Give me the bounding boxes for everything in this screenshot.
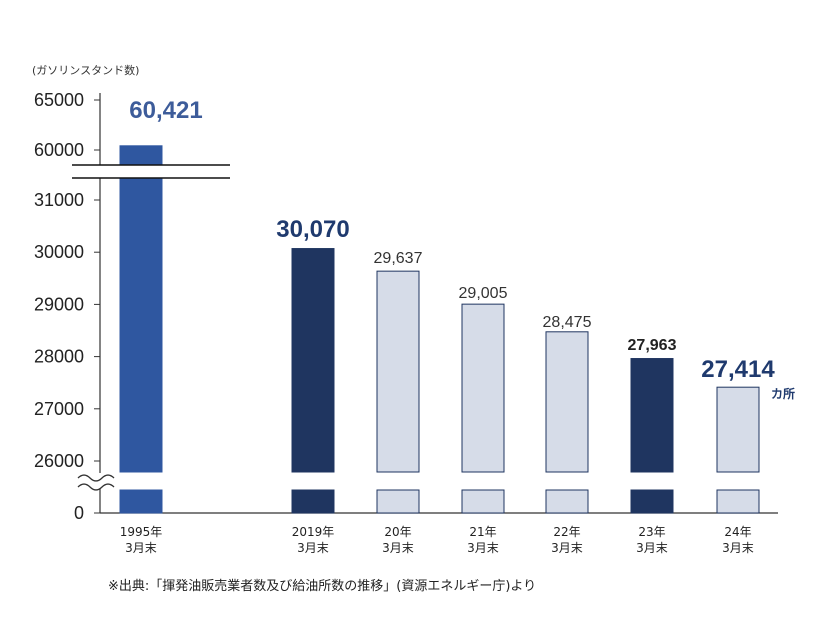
bar xyxy=(291,248,335,473)
bar xyxy=(716,386,760,473)
bar-base xyxy=(119,489,163,514)
y-tick-label: 60000 xyxy=(34,140,84,160)
bar-base xyxy=(716,489,760,514)
category-label: 24年 xyxy=(724,525,751,539)
value-label: 27,414 xyxy=(701,356,775,383)
bar xyxy=(630,358,674,473)
y-tick-label: 31000 xyxy=(34,190,84,210)
value-label: 29,005 xyxy=(459,285,508,302)
y-tick-label: 26000 xyxy=(34,451,84,471)
category-label: 23年 xyxy=(638,525,665,539)
category-label: 22年 xyxy=(553,525,580,539)
axis-break-mark xyxy=(77,474,115,482)
bar-base xyxy=(545,489,589,514)
category-label: 21年 xyxy=(469,525,496,539)
bar-base xyxy=(461,489,505,514)
axis-break-gap xyxy=(97,473,767,489)
value-label: 27,963 xyxy=(628,337,677,354)
bar xyxy=(119,145,163,473)
value-label: 30,070 xyxy=(276,216,349,243)
bar-base xyxy=(376,489,420,514)
bar-base xyxy=(630,489,674,514)
y-tick-label: 30000 xyxy=(34,242,84,262)
category-label: 3月末 xyxy=(636,541,668,555)
category-label: 2019年 xyxy=(292,525,335,539)
bar xyxy=(376,270,420,473)
source-note: ※出典:「揮発油販売業者数及び給油所数の推移」(資源エネルギー庁)より xyxy=(108,578,536,594)
category-label: 20年 xyxy=(384,525,411,539)
value-label: 28,475 xyxy=(543,314,592,331)
y-tick-label: 0 xyxy=(74,503,84,523)
bar xyxy=(545,331,589,473)
category-label: 3月末 xyxy=(297,541,329,555)
y-tick-label: 65000 xyxy=(34,90,84,110)
axis-break-mark xyxy=(77,483,115,491)
value-label: 60,421 xyxy=(129,97,202,124)
bar xyxy=(461,303,505,473)
y-tick-label: 28000 xyxy=(34,347,84,367)
category-label: 3月末 xyxy=(722,541,754,555)
category-label: 1995年 xyxy=(120,525,163,539)
unit-suffix: カ所 xyxy=(771,386,795,401)
y-axis-unit-label: (ガソリンスタンド数) xyxy=(32,64,139,77)
category-label: 3月末 xyxy=(125,541,157,555)
category-label: 3月末 xyxy=(382,541,414,555)
bar-base xyxy=(291,489,335,514)
y-tick-label: 27000 xyxy=(34,399,84,419)
category-label: 3月末 xyxy=(551,541,583,555)
value-label: 29,637 xyxy=(374,250,423,267)
y-tick-label: 29000 xyxy=(34,294,84,314)
scale-break-gap xyxy=(98,165,232,178)
category-label: 3月末 xyxy=(467,541,499,555)
